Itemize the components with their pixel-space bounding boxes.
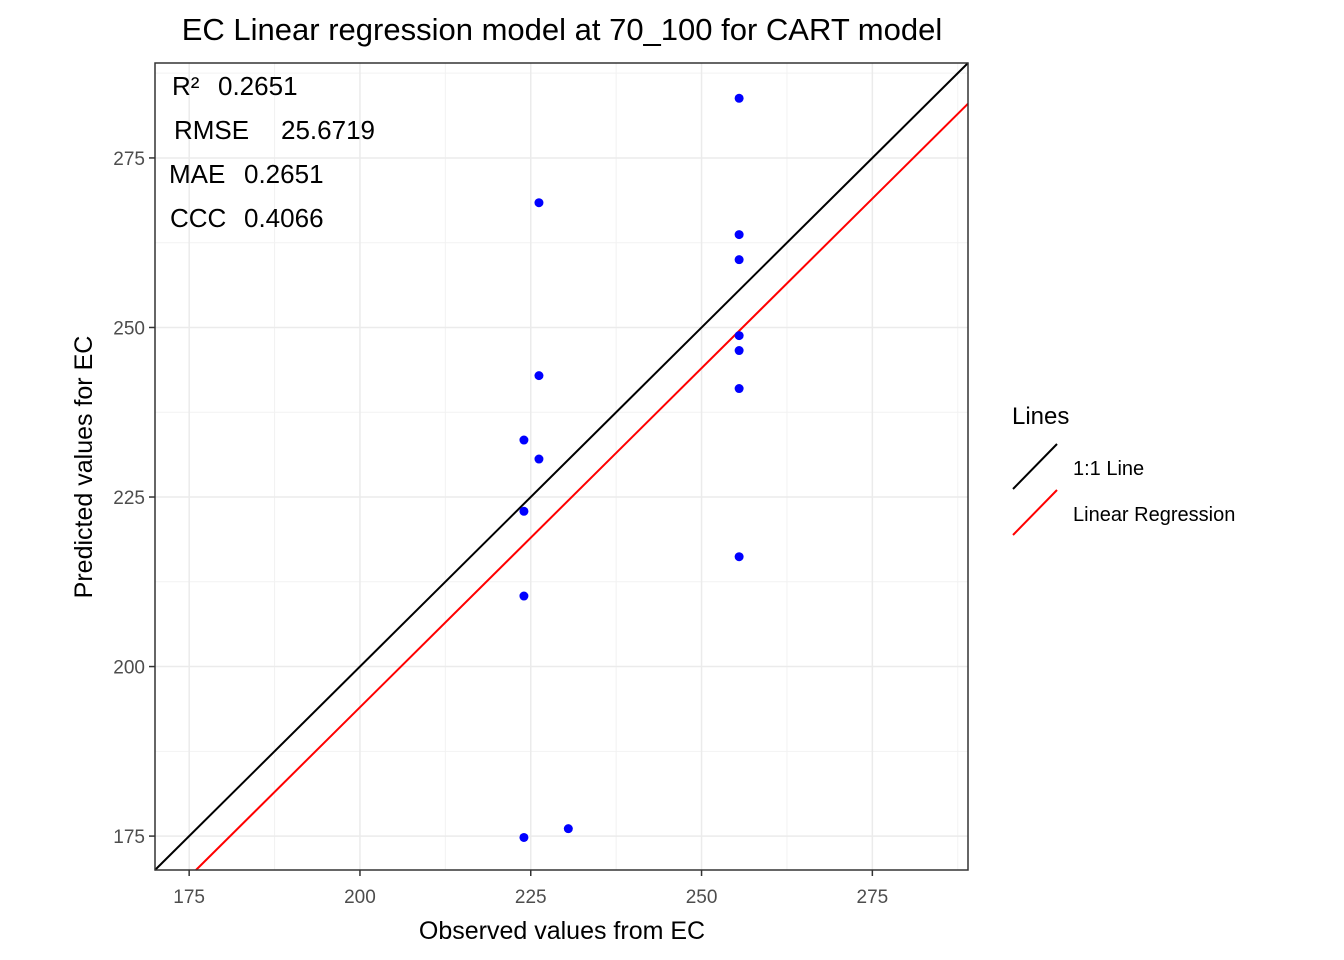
stat-value: 0.2651 bbox=[244, 159, 324, 189]
y-tick-label: 275 bbox=[113, 149, 145, 170]
y-tick-label: 250 bbox=[113, 318, 145, 339]
data-point bbox=[519, 506, 529, 516]
plot-panel-border bbox=[154, 62, 969, 871]
data-point bbox=[563, 824, 573, 834]
data-point bbox=[734, 255, 744, 265]
data-points bbox=[519, 93, 744, 842]
x-tick-label: 175 bbox=[173, 887, 205, 908]
legend-label: Linear Regression bbox=[1073, 504, 1235, 526]
legend-key bbox=[1012, 443, 1058, 490]
stat-value: 0.2651 bbox=[218, 71, 298, 101]
stat-label: MAE bbox=[169, 159, 225, 189]
grid bbox=[155, 63, 968, 870]
stat-label: RMSE bbox=[174, 115, 249, 145]
x-tick-label: 200 bbox=[344, 887, 376, 908]
x-tick-label: 225 bbox=[515, 887, 547, 908]
x-axis-title: Observed values from EC bbox=[419, 917, 705, 945]
legend-key bbox=[1012, 489, 1058, 536]
y-tick-label: 225 bbox=[113, 488, 145, 509]
regression-line bbox=[195, 102, 969, 871]
data-point bbox=[534, 371, 544, 381]
stat-value: 25.6719 bbox=[281, 115, 375, 145]
y-tick-label: 200 bbox=[113, 658, 145, 679]
data-point bbox=[519, 832, 529, 842]
legend-label: 1:1 Line bbox=[1073, 458, 1144, 480]
x-tick-label: 275 bbox=[857, 887, 889, 908]
data-point bbox=[534, 198, 544, 208]
data-point bbox=[519, 435, 529, 445]
data-point bbox=[734, 93, 744, 103]
y-axis-title: Predicted values for EC bbox=[70, 336, 98, 599]
stat-label: R² bbox=[172, 71, 200, 101]
data-point bbox=[734, 384, 744, 394]
chart-title: EC Linear regression model at 70_100 for… bbox=[182, 12, 942, 47]
data-point bbox=[734, 346, 744, 356]
stats-annotations: R² 0.2651 RMSE 25.6719 MAE 0.2651 CCC 0.4066 bbox=[169, 71, 375, 233]
stat-label: CCC bbox=[170, 203, 226, 233]
data-point bbox=[734, 230, 744, 240]
one-to-one-line bbox=[154, 62, 969, 871]
stat-value: 0.4066 bbox=[244, 203, 324, 233]
x-tick-label: 250 bbox=[686, 887, 718, 908]
data-point bbox=[519, 591, 529, 601]
data-point bbox=[734, 331, 744, 341]
data-point bbox=[534, 454, 544, 464]
reference-lines bbox=[154, 62, 969, 871]
y-tick-label: 175 bbox=[113, 827, 145, 848]
legend: Lines 1:1 Line Linear Regression bbox=[1012, 403, 1235, 536]
x-axis-ticks: 175 200 225 250 275 bbox=[173, 870, 888, 908]
data-point bbox=[734, 552, 744, 562]
y-axis-ticks: 175 200 225 250 275 bbox=[113, 149, 155, 848]
legend-title: Lines bbox=[1012, 403, 1069, 430]
